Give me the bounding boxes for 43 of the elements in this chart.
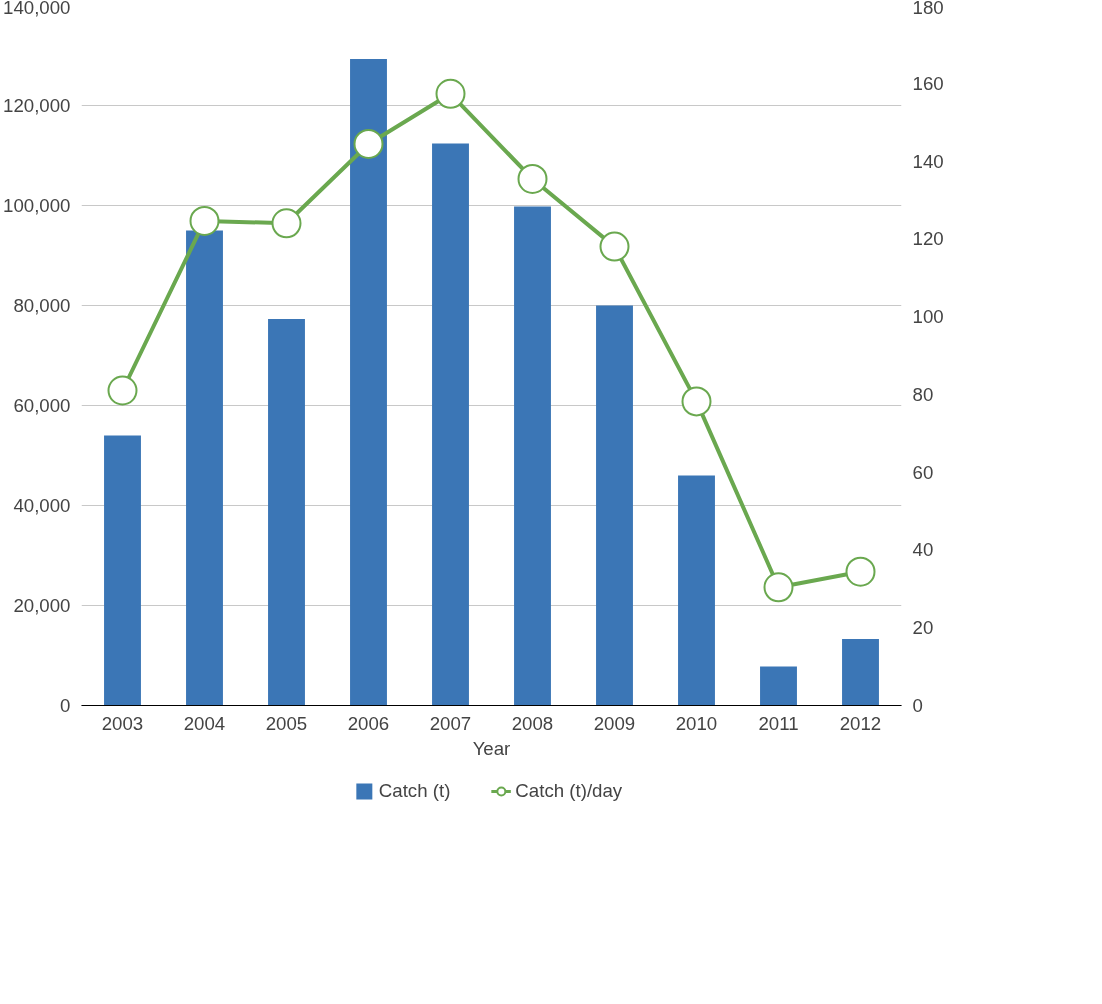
bar (678, 475, 715, 706)
y-tick-label: 120,000 (3, 95, 71, 116)
y2-tick-label: 20 (912, 617, 934, 639)
y-tick-label: 140,000 (3, 0, 71, 18)
y2-tick-label: 60 (912, 461, 934, 483)
bar (350, 59, 387, 706)
x-tick-label: 2011 (758, 712, 799, 734)
bar (268, 319, 305, 706)
x-tick-label: 2007 (429, 712, 472, 734)
y2-tick-label: 160 (912, 72, 944, 94)
y-tick-label: 20,000 (13, 595, 71, 616)
y2-tick-label: 0 (912, 695, 923, 716)
y2-tick-label: 40 (912, 539, 934, 561)
point (353, 128, 384, 159)
x-tick-label: 2004 (183, 712, 226, 734)
y-tick-label: 0 (60, 695, 71, 716)
x-tick-label: 2012 (839, 712, 882, 734)
bar (186, 230, 223, 706)
x-tick-label: 2010 (675, 712, 718, 734)
point (189, 205, 220, 236)
y-tick-label: 80,000 (13, 295, 71, 316)
bar (596, 305, 633, 706)
x-tick-label: 2003 (101, 712, 144, 734)
x-tick-label: 2009 (593, 712, 636, 734)
y-tick-label: 40,000 (13, 495, 71, 516)
bar (514, 206, 551, 706)
y-tick-label: 60,000 (13, 395, 71, 416)
legend-label: Catch (t)/day (515, 780, 623, 802)
bar (104, 435, 141, 706)
y2-tick-label: 180 (912, 0, 944, 18)
x-tick-label: 2005 (265, 712, 308, 734)
y2-tick-label: 80 (912, 383, 934, 405)
bar (760, 666, 797, 706)
legend-label: Catch (t) (378, 780, 451, 802)
x-tick-label: 2006 (347, 712, 390, 734)
bar (432, 143, 469, 706)
y2-tick-label: 120 (912, 228, 944, 250)
y2-tick-label: 140 (912, 150, 944, 172)
y2-tick-label: 100 (912, 306, 944, 328)
x-tick-label: 2008 (511, 712, 554, 734)
y-tick-label: 100,000 (3, 195, 71, 216)
x-axis-title: Year (472, 737, 511, 759)
bar (842, 639, 879, 706)
